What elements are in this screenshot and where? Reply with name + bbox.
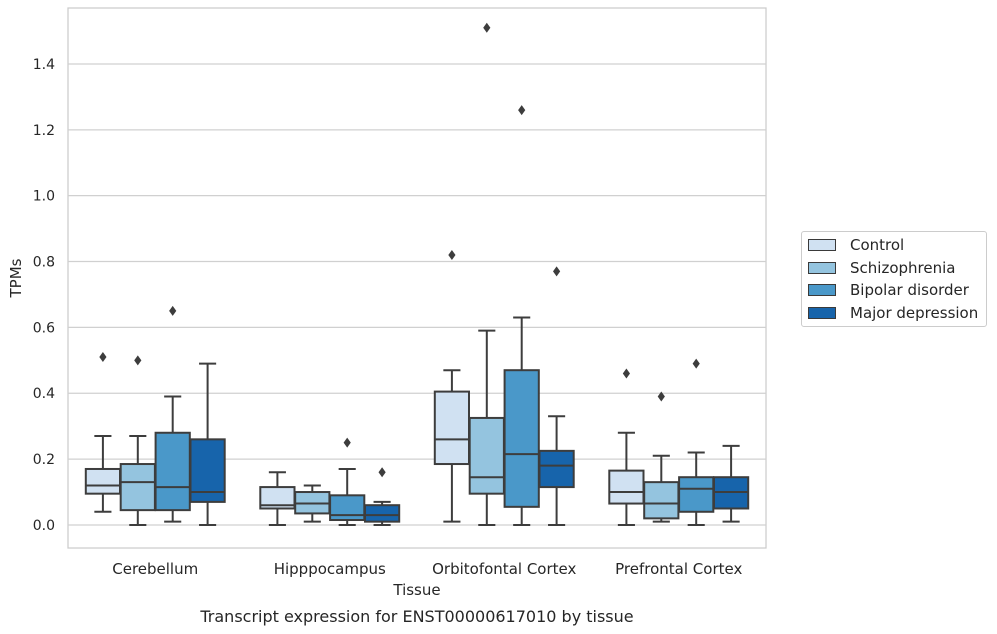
- box-hipppocampus-bipolar-disorder-outlier-1: [343, 437, 351, 448]
- box-orbitofontal-cortex-schizophrenia-iqr: [468, 416, 505, 495]
- box-prefrontal-cortex-control-outlier-1: [622, 368, 630, 379]
- box-orbitofontal-cortex-schizophrenia: [468, 22, 505, 526]
- y-tick-label-0-0: 0.0: [33, 518, 55, 534]
- chart-caption: Transcript expression for ENST0000061701…: [199, 607, 633, 626]
- box-orbitofontal-cortex-major-depression: [538, 266, 575, 526]
- box-orbitofontal-cortex-bipolar-disorder: [503, 105, 540, 526]
- legend-swatch-major-depression: [808, 307, 836, 319]
- box-prefrontal-cortex-bipolar-disorder: [678, 358, 715, 526]
- box-orbitofontal-cortex-major-depression-outlier-1: [553, 266, 561, 277]
- box-cerebellum-schizophrenia-iqr: [119, 463, 156, 512]
- box-prefrontal-cortex-bipolar-disorder-iqr: [678, 476, 715, 513]
- y-tick-label-0-6: 0.6: [33, 320, 55, 336]
- x-tick-label-cerebellum: Cerebellum: [112, 560, 198, 578]
- box-orbitofontal-cortex-schizophrenia-outlier-1: [483, 22, 491, 33]
- box-hipppocampus-major-depression-iqr: [363, 504, 401, 523]
- legend-item-bipolar-disorder: Bipolar disorder: [808, 280, 969, 300]
- legend-swatch-bipolar-disorder: [808, 284, 836, 296]
- box-cerebellum-control-iqr: [84, 467, 122, 495]
- box-cerebellum-bipolar-disorder-outlier-1: [169, 305, 177, 316]
- box-cerebellum-schizophrenia: [119, 355, 156, 526]
- box-orbitofontal-cortex-major-depression-iqr: [538, 449, 575, 489]
- legend-label-bipolar-disorder: Bipolar disorder: [850, 281, 969, 299]
- legend-label-major-depression: Major depression: [850, 304, 979, 322]
- y-tick-label-1-4: 1.4: [33, 57, 55, 73]
- legend-item-major-depression: Major depression: [808, 303, 978, 323]
- y-tick-labels: 0.0 0.2 0.4 0.6 0.8 1.0 1.2 1.4: [33, 57, 55, 534]
- box-hipppocampus-major-depression: [363, 467, 401, 526]
- box-prefrontal-cortex-bipolar-disorder-outlier-1: [692, 358, 700, 369]
- box-orbitofontal-cortex-control-outlier-1: [448, 249, 456, 260]
- box-prefrontal-cortex-major-depression: [712, 444, 750, 523]
- y-tick-label-1-2: 1.2: [33, 123, 55, 139]
- box-prefrontal-cortex-control-iqr: [608, 469, 645, 505]
- x-tick-label-prefrontal-cortex: Prefrontal Cortex: [615, 560, 742, 578]
- legend-item-schizophrenia: Schizophrenia: [808, 258, 955, 278]
- y-axis-label: TPMs: [7, 258, 25, 298]
- box-hipppocampus-schizophrenia: [294, 484, 331, 523]
- legend-label-control: Control: [850, 236, 905, 254]
- y-tick-label-0-2: 0.2: [33, 452, 55, 468]
- legend: Control Schizophrenia Bipolar disorder M…: [801, 231, 987, 327]
- box-cerebellum-control-outlier-1: [99, 352, 107, 363]
- box-cerebellum-bipolar-disorder-iqr: [154, 431, 191, 512]
- box-prefrontal-cortex-control: [608, 368, 645, 526]
- x-tick-labels: Cerebellum Hipppocampus Orbitofontal Corte…: [112, 560, 742, 578]
- boxes: [84, 22, 750, 526]
- legend-item-control: Control: [808, 235, 904, 255]
- box-hipppocampus-bipolar-disorder: [329, 437, 366, 526]
- legend-label-schizophrenia: Schizophrenia: [850, 259, 956, 277]
- box-hipppocampus-bipolar-disorder-iqr: [329, 494, 366, 522]
- y-tick-label-1-0: 1.0: [33, 189, 55, 205]
- box-orbitofontal-cortex-bipolar-disorder-outlier-1: [518, 105, 526, 116]
- legend-swatch-schizophrenia: [808, 262, 836, 274]
- box-cerebellum-major-depression: [189, 362, 226, 526]
- x-tick-label-hipppocampus: Hipppocampus: [274, 560, 386, 578]
- x-axis-label: Tissue: [392, 581, 440, 599]
- box-orbitofontal-cortex-bipolar-disorder-iqr: [503, 369, 540, 508]
- box-hipppocampus-major-depression-outlier-1: [378, 467, 386, 478]
- box-cerebellum-schizophrenia-outlier-1: [134, 355, 142, 366]
- y-tick-label-0-4: 0.4: [33, 386, 55, 402]
- box-prefrontal-cortex-schizophrenia-outlier-1: [657, 391, 665, 402]
- box-orbitofontal-cortex-control-iqr: [433, 390, 471, 466]
- box-prefrontal-cortex-schizophrenia-iqr: [643, 481, 680, 520]
- y-tick-label-0-8: 0.8: [33, 255, 55, 271]
- box-orbitofontal-cortex-control: [433, 249, 471, 523]
- x-tick-label-orbitofontal-cortex: Orbitofontal Cortex: [432, 560, 576, 578]
- legend-swatch-control: [808, 239, 836, 251]
- box-cerebellum-control: [84, 352, 122, 513]
